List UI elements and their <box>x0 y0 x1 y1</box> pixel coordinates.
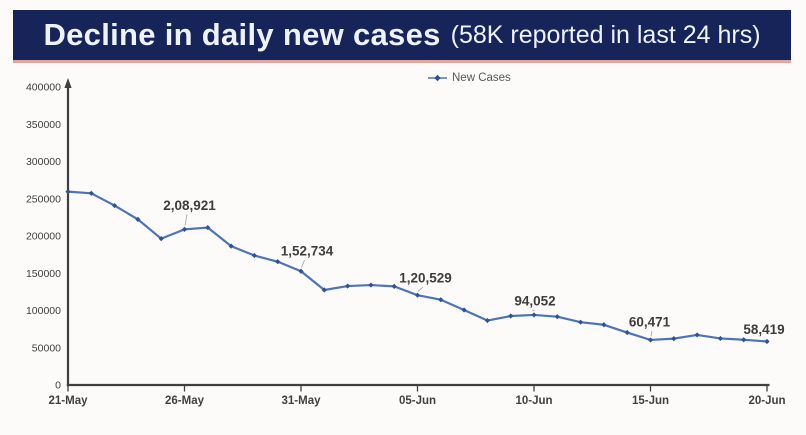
data-point-marker <box>65 189 71 195</box>
data-point-marker <box>158 236 164 242</box>
x-axis-tick-label: 15-Jun <box>632 395 669 407</box>
data-label-leader <box>417 286 424 292</box>
data-label-leader <box>301 260 305 268</box>
data-label-10-Jun: 94,052 <box>514 293 555 308</box>
data-point-marker <box>275 259 281 265</box>
title-banner: Decline in daily new cases (58K reported… <box>13 10 791 60</box>
y-axis-tick-label: 250000 <box>26 193 61 205</box>
data-point-marker <box>601 322 607 328</box>
legend-label: New Cases <box>452 72 511 84</box>
chart-legend: New Cases <box>428 70 511 86</box>
y-axis-tick-label: 300000 <box>26 156 61 168</box>
data-point-marker <box>391 283 397 289</box>
data-label-26-May: 2,08,921 <box>163 198 216 213</box>
data-label-05-Jun: 1,20,529 <box>399 271 452 286</box>
y-axis-tick-label: 150000 <box>26 268 61 280</box>
data-point-marker <box>438 297 444 303</box>
data-point-marker <box>554 314 560 320</box>
data-point-marker <box>508 313 514 319</box>
x-axis-tick-label: 31-May <box>282 395 322 407</box>
data-label-leader <box>184 214 188 226</box>
data-point-marker <box>741 337 747 343</box>
x-axis-tick-label: 21-May <box>49 395 89 407</box>
data-point-marker <box>298 268 304 274</box>
data-point-marker <box>321 287 327 293</box>
y-axis-tick-label: 0 <box>55 380 61 392</box>
data-point-marker <box>181 226 188 232</box>
y-axis-tick-label: 350000 <box>26 119 61 131</box>
data-point-marker <box>764 338 770 345</box>
data-label-20-Jun: 58,419 <box>743 322 784 337</box>
data-point-marker <box>578 319 584 325</box>
page-title: Decline in daily new cases <box>43 17 441 52</box>
y-axis-tick-label: 400000 <box>26 82 61 94</box>
x-axis-tick-label: 10-Jun <box>515 395 552 407</box>
data-point-marker <box>414 292 421 298</box>
y-axis-tick-label: 200000 <box>26 231 61 243</box>
data-point-marker <box>484 317 490 324</box>
data-label-31-May: 1,52,734 <box>281 244 334 259</box>
data-point-marker <box>205 224 211 231</box>
x-axis-tick-label: 20-Jun <box>748 395 785 407</box>
x-axis-tick-label: 05-Jun <box>399 395 436 407</box>
y-axis-tick-label: 100000 <box>26 305 61 317</box>
data-point-marker <box>112 202 118 209</box>
x-axis-tick-label: 26-May <box>165 395 205 407</box>
data-label-leader <box>532 309 535 312</box>
data-point-marker <box>368 282 374 288</box>
y-axis-arrow <box>64 78 72 88</box>
page-subtitle: (58K reported in last 24 hrs) <box>450 20 761 49</box>
data-point-marker <box>88 190 94 196</box>
data-point-marker <box>135 216 141 222</box>
title-underline-divider <box>13 60 791 63</box>
data-point-marker <box>647 337 654 343</box>
data-point-marker <box>624 329 630 336</box>
data-point-marker <box>228 243 234 249</box>
data-point-marker <box>345 283 351 289</box>
data-point-marker <box>531 312 537 318</box>
data-point-marker <box>671 336 677 342</box>
y-axis-tick-label: 50000 <box>32 342 61 354</box>
data-label-15-Jun: 60,471 <box>629 314 671 329</box>
data-label-leader <box>650 330 653 337</box>
data-point-marker <box>461 307 467 313</box>
data-point-marker <box>694 332 700 338</box>
data-point-marker <box>717 335 723 342</box>
data-point-marker <box>251 252 257 259</box>
legend-line-marker-icon <box>428 74 447 82</box>
